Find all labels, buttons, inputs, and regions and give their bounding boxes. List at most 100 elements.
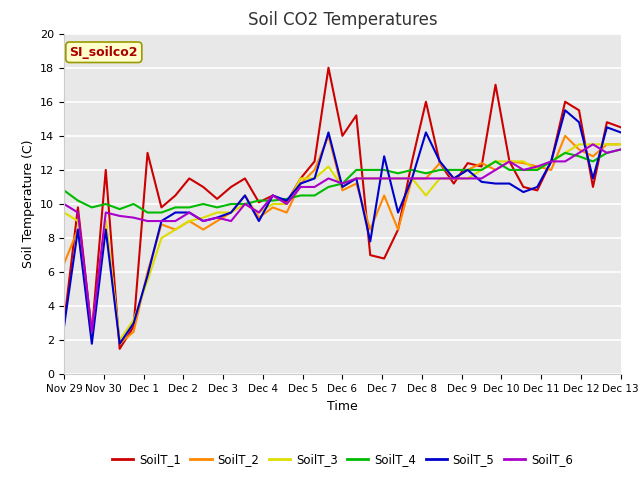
SoilT_1: [324, 65, 332, 71]
SoilT_4: [603, 150, 611, 156]
SoilT_5: [283, 198, 291, 204]
SoilT_5: [143, 273, 151, 278]
SoilT_2: [200, 227, 207, 232]
SoilT_2: [547, 167, 555, 173]
SoilT_2: [102, 218, 109, 224]
SoilT_1: [241, 176, 249, 181]
SoilT_5: [241, 192, 249, 198]
SoilT_1: [88, 329, 96, 335]
SoilT_6: [143, 218, 151, 224]
SoilT_4: [255, 198, 262, 204]
SoilT_5: [88, 341, 96, 347]
SoilT_5: [227, 210, 235, 216]
SoilT_6: [520, 167, 527, 173]
SoilT_4: [324, 184, 332, 190]
SoilT_3: [506, 158, 513, 164]
SoilT_3: [617, 142, 625, 147]
SoilT_5: [297, 180, 305, 186]
Text: SI_soilco2: SI_soilco2: [70, 46, 138, 59]
SoilT_5: [60, 324, 68, 330]
SoilT_5: [436, 158, 444, 164]
SoilT_4: [172, 204, 179, 210]
SoilT_4: [310, 192, 318, 198]
SoilT_4: [297, 192, 305, 198]
SoilT_5: [102, 227, 109, 232]
SoilT_3: [213, 210, 221, 216]
SoilT_6: [533, 164, 541, 169]
SoilT_2: [506, 158, 513, 164]
SoilT_1: [561, 99, 569, 105]
SoilT_4: [422, 170, 429, 176]
SoilT_6: [394, 176, 402, 181]
SoilT_6: [547, 158, 555, 164]
SoilT_1: [506, 158, 513, 164]
SoilT_2: [477, 160, 485, 166]
Line: SoilT_2: SoilT_2: [64, 136, 621, 344]
SoilT_3: [157, 235, 165, 241]
SoilT_4: [186, 204, 193, 210]
SoilT_1: [339, 133, 346, 139]
SoilT_2: [339, 188, 346, 193]
SoilT_6: [130, 215, 138, 220]
SoilT_5: [310, 176, 318, 181]
SoilT_2: [297, 180, 305, 186]
SoilT_3: [143, 278, 151, 284]
SoilT_2: [74, 227, 82, 232]
SoilT_6: [575, 150, 583, 156]
SoilT_2: [603, 142, 611, 147]
SoilT_4: [589, 158, 596, 164]
SoilT_4: [283, 196, 291, 202]
SoilT_2: [324, 133, 332, 139]
Legend: SoilT_1, SoilT_2, SoilT_3, SoilT_4, SoilT_5, SoilT_6: SoilT_1, SoilT_2, SoilT_3, SoilT_4, Soil…: [107, 448, 578, 471]
SoilT_6: [380, 176, 388, 181]
SoilT_6: [589, 142, 596, 147]
SoilT_6: [116, 213, 124, 219]
SoilT_6: [366, 176, 374, 181]
SoilT_1: [436, 160, 444, 166]
SoilT_4: [436, 167, 444, 173]
SoilT_5: [603, 124, 611, 130]
X-axis label: Time: Time: [327, 400, 358, 413]
SoilT_3: [74, 218, 82, 224]
SoilT_3: [422, 192, 429, 198]
SoilT_1: [227, 184, 235, 190]
SoilT_1: [297, 176, 305, 181]
SoilT_3: [297, 176, 305, 181]
SoilT_1: [255, 199, 262, 205]
SoilT_1: [116, 346, 124, 352]
SoilT_1: [380, 256, 388, 262]
SoilT_6: [102, 210, 109, 216]
SoilT_4: [366, 167, 374, 173]
SoilT_4: [450, 167, 458, 173]
SoilT_1: [172, 192, 179, 198]
SoilT_6: [603, 150, 611, 156]
SoilT_6: [353, 176, 360, 181]
SoilT_5: [533, 184, 541, 190]
SoilT_5: [255, 218, 262, 224]
SoilT_2: [269, 204, 276, 210]
SoilT_2: [408, 176, 416, 181]
SoilT_3: [533, 167, 541, 173]
SoilT_5: [353, 176, 360, 181]
SoilT_5: [366, 239, 374, 244]
SoilT_1: [102, 167, 109, 173]
SoilT_2: [436, 160, 444, 166]
SoilT_3: [547, 158, 555, 164]
SoilT_3: [561, 150, 569, 156]
SoilT_2: [366, 227, 374, 232]
SoilT_4: [408, 167, 416, 173]
SoilT_1: [74, 204, 82, 210]
SoilT_1: [450, 180, 458, 186]
SoilT_4: [227, 201, 235, 207]
SoilT_4: [353, 167, 360, 173]
SoilT_2: [353, 180, 360, 186]
SoilT_4: [143, 210, 151, 216]
SoilT_3: [477, 167, 485, 173]
SoilT_6: [200, 218, 207, 224]
SoilT_6: [60, 201, 68, 207]
SoilT_3: [575, 142, 583, 147]
SoilT_1: [310, 158, 318, 164]
SoilT_6: [283, 201, 291, 207]
SoilT_6: [74, 210, 82, 216]
SoilT_6: [506, 158, 513, 164]
